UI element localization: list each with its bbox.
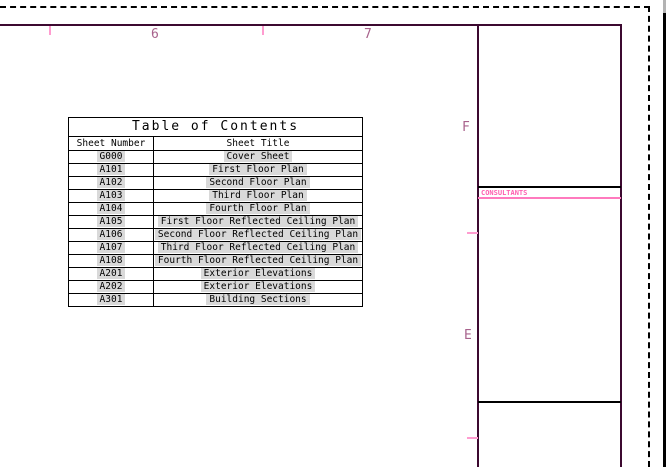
consultants-underline (478, 197, 621, 199)
sheet-number-field[interactable]: A107 (96, 242, 126, 253)
sheet-number-field[interactable]: G000 (96, 151, 126, 162)
toc-header-sheet-title: Sheet Title (226, 138, 290, 149)
sheet-title-field[interactable]: First Floor Reflected Ceiling Plan (157, 216, 359, 227)
sheet-number-field[interactable]: A101 (96, 164, 126, 175)
viewport-edge-bar[interactable] (663, 0, 666, 467)
sheet-title-field[interactable]: Exterior Elevations (200, 281, 316, 292)
sheet-title-field[interactable]: Building Sections (206, 294, 310, 305)
sheet-title-field[interactable]: Cover Sheet (223, 151, 293, 162)
consultants-label: CONSULTANTS (481, 189, 528, 197)
grid-column-label-6: 6 (151, 27, 159, 42)
grid-tick-top-2 (262, 26, 264, 35)
table-row[interactable]: A104 Fourth Floor Plan (69, 203, 362, 216)
table-row[interactable]: A101 First Floor Plan (69, 164, 362, 177)
grid-row-label-e: E (464, 328, 472, 343)
sheet-title-field[interactable]: Third Floor Reflected Ceiling Plan (157, 242, 359, 253)
sheet-title-field[interactable]: Fourth Floor Reflected Ceiling Plan (154, 255, 362, 266)
sheet-title-field[interactable]: Second Floor Plan (206, 177, 310, 188)
table-of-contents[interactable]: Table of Contents Sheet Number Sheet Tit… (68, 117, 363, 307)
grid-tick-right-1 (467, 232, 478, 234)
table-row[interactable]: A108 Fourth Floor Reflected Ceiling Plan (69, 255, 362, 268)
table-row[interactable]: G000 Cover Sheet (69, 151, 362, 164)
sheet-number-field[interactable]: A105 (96, 216, 126, 227)
toc-header-row: Sheet Number Sheet Title (69, 137, 362, 151)
sheet-title-field[interactable]: Fourth Floor Plan (206, 203, 310, 214)
table-row[interactable]: A103 Third Floor Plan (69, 190, 362, 203)
sheet-number-field[interactable]: A108 (96, 255, 126, 266)
sheet-number-field[interactable]: A103 (96, 190, 126, 201)
sheet-number-field[interactable]: A202 (96, 281, 126, 292)
table-row[interactable]: A202 Exterior Elevations (69, 281, 362, 294)
viewport-edge-bar-top (663, 0, 666, 13)
printable-area-dashed-edge (0, 6, 650, 467)
sheet-number-field[interactable]: A102 (96, 177, 126, 188)
table-row[interactable]: A105 First Floor Reflected Ceiling Plan (69, 216, 362, 229)
sheet-number-field[interactable]: A201 (96, 268, 126, 279)
title-block-divider-lower (478, 401, 621, 403)
toc-title[interactable]: Table of Contents (69, 118, 362, 137)
sheet-number-field[interactable]: A106 (96, 229, 126, 240)
sheet-number-field[interactable]: A301 (96, 294, 126, 305)
sheet-border-top (0, 24, 622, 26)
sheet-title-field[interactable]: First Floor Plan (209, 164, 307, 175)
grid-tick-right-2 (467, 437, 478, 439)
sheet-border-right (620, 24, 622, 467)
toc-header-sheet-number: Sheet Number (69, 137, 154, 150)
sheet-title-field[interactable]: Exterior Elevations (200, 268, 316, 279)
table-row[interactable]: A102 Second Floor Plan (69, 177, 362, 190)
title-block-divider-upper (478, 186, 621, 188)
grid-tick-top-1 (49, 26, 51, 35)
grid-row-label-f: F (462, 120, 470, 135)
sheet-title-field[interactable]: Third Floor Plan (209, 190, 307, 201)
title-block-left-border (477, 24, 479, 467)
sheet-number-field[interactable]: A104 (96, 203, 126, 214)
table-row[interactable]: A301 Building Sections (69, 294, 362, 306)
grid-column-label-7: 7 (364, 27, 372, 42)
table-row[interactable]: A106 Second Floor Reflected Ceiling Plan (69, 229, 362, 242)
sheet-title-field[interactable]: Second Floor Reflected Ceiling Plan (154, 229, 362, 240)
table-row[interactable]: A201 Exterior Elevations (69, 268, 362, 281)
table-row[interactable]: A107 Third Floor Reflected Ceiling Plan (69, 242, 362, 255)
